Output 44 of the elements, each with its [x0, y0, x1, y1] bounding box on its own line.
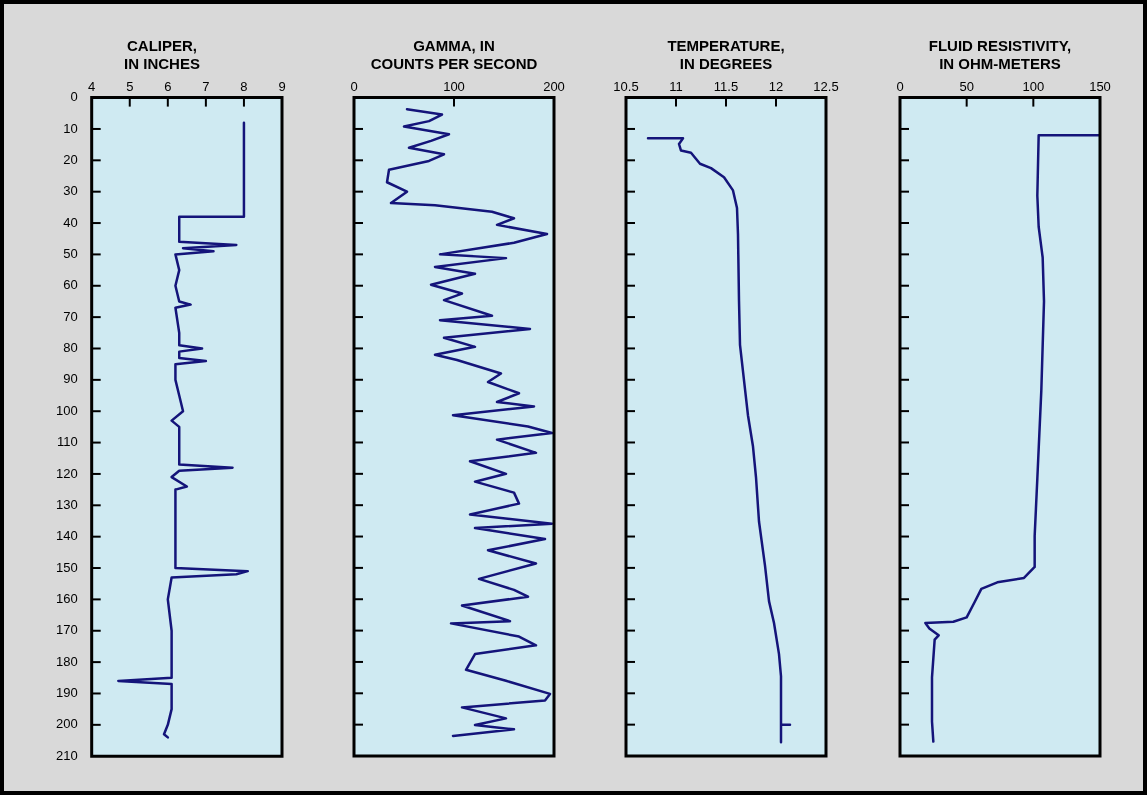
x-tick-label: 200	[543, 79, 565, 95]
y-tick-label: 120	[55, 465, 78, 481]
chart-title: TEMPERATURE, IN DEGREES	[667, 37, 785, 73]
y-tick-label: 160	[55, 590, 78, 606]
y-tick-label: 40	[63, 214, 78, 230]
y-tick-label: 170	[55, 622, 78, 638]
y-tick-label: 200	[55, 716, 78, 732]
y-tick-label: 180	[55, 653, 78, 669]
y-tick-label: 110	[56, 434, 78, 450]
y-tick-label: 20	[63, 151, 78, 167]
y-tick-label: 70	[63, 308, 78, 324]
y-tick-label: 100	[55, 402, 78, 418]
y-tick-label: 50	[63, 245, 78, 261]
x-tick-label: 4	[88, 79, 96, 95]
x-tick-label: 11.5	[713, 79, 739, 95]
x-tick-label: 12.5	[813, 79, 839, 95]
y-tick-label: 190	[55, 685, 78, 701]
chart-title: FLUID RESISTIVITY, IN OHM-METERS	[928, 37, 1072, 73]
x-tick-label: 100	[1022, 79, 1045, 95]
x-tick-label: 50	[959, 79, 974, 95]
x-tick-label: 0	[350, 79, 358, 95]
y-tick-label: 140	[55, 528, 78, 544]
x-tick-label: 8	[240, 79, 248, 95]
x-tick-label: 11	[669, 79, 683, 95]
x-tick-label: 12	[768, 79, 784, 95]
chart-title: GAMMA, IN COUNTS PER SECOND	[370, 37, 538, 73]
y-tick-label: 90	[63, 371, 78, 387]
y-tick-label: 60	[63, 277, 78, 293]
x-tick-label: 100	[443, 79, 465, 95]
y-tick-label: 30	[63, 183, 78, 199]
x-tick-label: 0	[896, 79, 904, 95]
x-tick-label: 6	[164, 79, 172, 95]
chart-title: CALIPER, IN INCHES	[124, 37, 200, 73]
y-tick-label: 210	[55, 747, 78, 763]
x-tick-label: 9	[278, 79, 286, 95]
x-tick-label: 10.5	[613, 79, 639, 95]
y-tick-label: 0	[70, 89, 78, 105]
y-tick-label: 80	[63, 340, 78, 356]
x-tick-label: 7	[202, 79, 210, 95]
x-tick-label: 5	[126, 79, 134, 95]
y-tick-label: 130	[55, 496, 78, 512]
x-tick-label: 150	[1089, 79, 1111, 95]
y-tick-label: 10	[63, 120, 78, 136]
y-tick-label: 150	[55, 559, 78, 575]
